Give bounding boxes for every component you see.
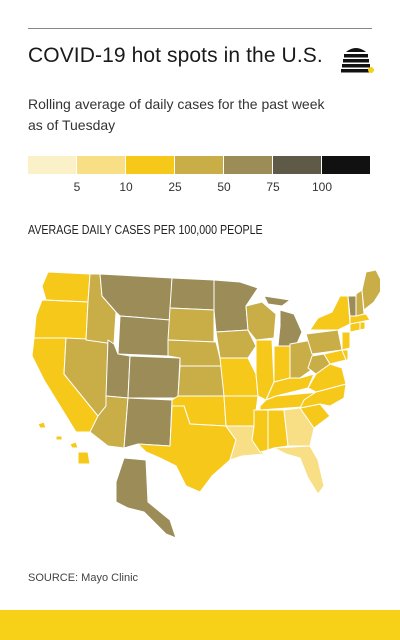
state-mo <box>219 357 259 397</box>
state-wy <box>117 315 171 357</box>
state-nj <box>341 331 351 351</box>
legend-swatch-3 <box>175 156 223 174</box>
map-title: AVERAGE DAILY CASES PER 100,000 PEOPLE <box>28 222 263 237</box>
state-wv <box>307 353 331 375</box>
state-nh <box>355 289 365 317</box>
state-pa <box>305 329 343 355</box>
source-note: SOURCE: Mayo Clinic <box>28 572 139 584</box>
chart-subtitle: Rolling average of daily cases for the p… <box>28 96 325 133</box>
state-in <box>273 345 291 383</box>
legend-swatch-2 <box>126 156 174 174</box>
chart-title: COVID-19 hot spots in the U.S. <box>28 44 323 67</box>
state-de <box>341 349 349 361</box>
state-al <box>267 409 289 451</box>
state-il <box>255 339 275 401</box>
color-legend: 5 10 25 50 75 100 <box>28 156 372 196</box>
legend-tick-label: 25 <box>168 180 182 194</box>
legend-swatch-1 <box>77 156 125 174</box>
state-or <box>33 299 89 341</box>
legend-tick-label: 75 <box>266 180 280 194</box>
state-wa <box>41 271 91 303</box>
state-vt <box>347 295 357 317</box>
state-nc <box>299 383 347 409</box>
state-hi <box>37 421 91 465</box>
legend-tick-label: 100 <box>311 180 333 194</box>
top-rule <box>28 28 372 29</box>
state-ak <box>115 457 177 539</box>
state-wi <box>245 301 277 341</box>
state-sd <box>167 307 215 343</box>
legend-swatch-0 <box>28 156 76 174</box>
state-tx <box>137 405 237 493</box>
state-fl <box>273 445 325 495</box>
state-ky <box>265 373 315 401</box>
state-ar <box>223 395 259 427</box>
state-me <box>361 269 380 311</box>
legend-swatch-6 <box>322 156 370 174</box>
us-choropleth-map <box>31 269 380 539</box>
legend-tick-label: 5 <box>73 180 81 194</box>
state-ny <box>309 295 351 331</box>
legend-swatch-5 <box>273 156 321 174</box>
state-nm <box>123 397 173 449</box>
legend-swatch-4 <box>224 156 272 174</box>
legend-tick-label: 50 <box>217 180 231 194</box>
state-ri <box>359 321 366 331</box>
footer-bar <box>0 610 400 640</box>
beehive-icon <box>341 48 374 73</box>
state-co <box>127 355 181 399</box>
state-ks <box>177 365 225 397</box>
state-nd <box>169 277 215 311</box>
legend-tick-label: 10 <box>119 180 133 194</box>
state-ia <box>215 329 257 359</box>
